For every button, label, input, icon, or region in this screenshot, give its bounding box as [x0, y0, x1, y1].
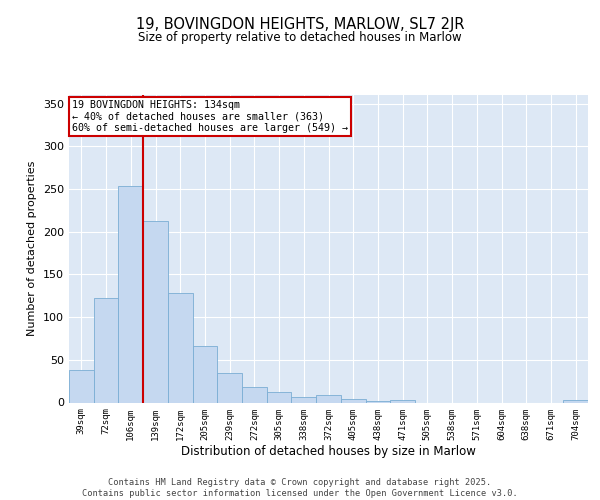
Bar [242, 387, 267, 402]
Bar [365, 401, 390, 402]
Y-axis label: Number of detached properties: Number of detached properties [28, 161, 37, 336]
Bar [193, 346, 217, 403]
Bar [390, 400, 415, 402]
Text: 19 BOVINGDON HEIGHTS: 134sqm
← 40% of detached houses are smaller (363)
60% of s: 19 BOVINGDON HEIGHTS: 134sqm ← 40% of de… [71, 100, 347, 133]
Bar [94, 298, 118, 403]
Bar [341, 399, 365, 402]
Bar [143, 220, 168, 402]
Bar [69, 370, 94, 402]
Bar [563, 400, 588, 402]
X-axis label: Distribution of detached houses by size in Marlow: Distribution of detached houses by size … [181, 445, 476, 458]
Bar [267, 392, 292, 402]
Text: Contains HM Land Registry data © Crown copyright and database right 2025.
Contai: Contains HM Land Registry data © Crown c… [82, 478, 518, 498]
Text: 19, BOVINGDON HEIGHTS, MARLOW, SL7 2JR: 19, BOVINGDON HEIGHTS, MARLOW, SL7 2JR [136, 18, 464, 32]
Text: Size of property relative to detached houses in Marlow: Size of property relative to detached ho… [138, 31, 462, 44]
Bar [316, 395, 341, 402]
Bar [168, 293, 193, 403]
Bar [292, 396, 316, 402]
Bar [217, 372, 242, 402]
Bar [118, 186, 143, 402]
